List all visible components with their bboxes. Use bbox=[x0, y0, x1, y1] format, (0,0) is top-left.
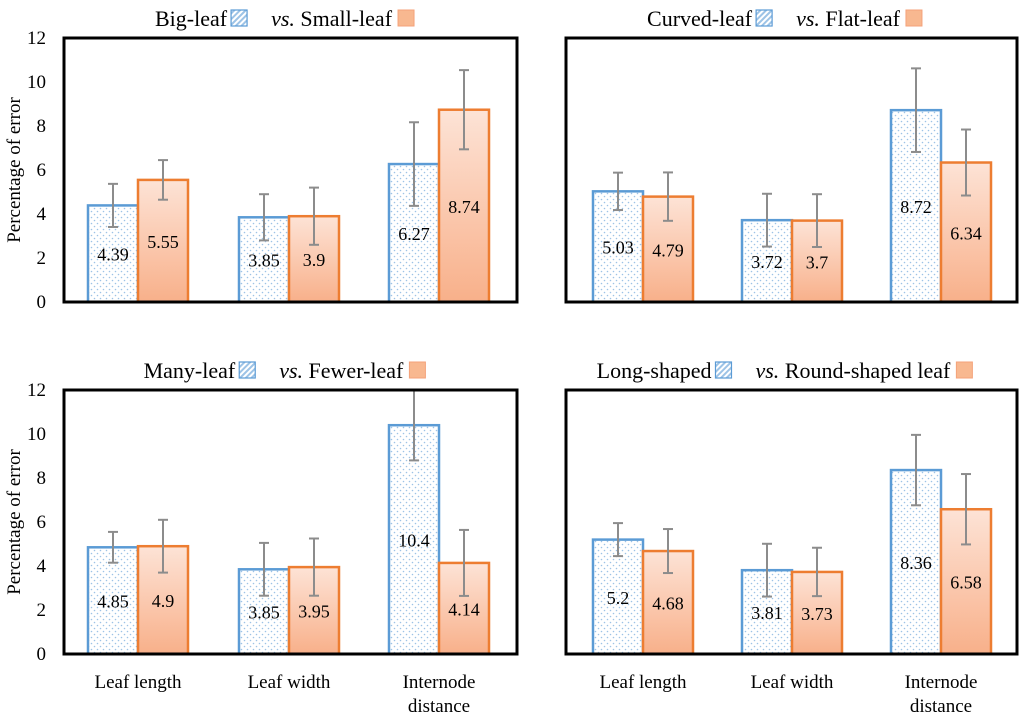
data-label: 3.7 bbox=[806, 252, 829, 272]
data-label: 8.74 bbox=[448, 197, 480, 217]
y-tick-label: 12 bbox=[27, 380, 46, 401]
chart-title: Big-leaf vs. Small-leaf bbox=[155, 6, 425, 31]
data-label: 8.36 bbox=[900, 553, 932, 573]
title-series-a: Many-leaf bbox=[144, 358, 236, 383]
title-series-b: Round-shaped leaf bbox=[779, 358, 951, 383]
bar-series-a bbox=[387, 423, 441, 656]
x-tick-label: Leaf length bbox=[94, 672, 182, 693]
legend-swatch-series-b bbox=[397, 9, 415, 27]
title-vs: vs. bbox=[271, 6, 295, 31]
legend-swatch-series-a bbox=[238, 361, 256, 379]
data-label: 5.55 bbox=[147, 232, 179, 252]
y-axis-label: Percentage of error bbox=[4, 97, 25, 243]
legend-swatch-series-b bbox=[955, 361, 973, 379]
chart-title: Curved-leaf vs. Flat-leaf bbox=[647, 6, 933, 31]
x-tick-label: distance bbox=[910, 696, 972, 717]
x-tick-label: Leaf width bbox=[751, 672, 834, 693]
y-tick-label: 2 bbox=[37, 248, 47, 269]
y-tick-label: 12 bbox=[27, 28, 46, 49]
legend-swatch-series-b bbox=[408, 361, 426, 379]
title-vs: vs. bbox=[755, 358, 779, 383]
plot-frame bbox=[564, 36, 1019, 304]
bar-series-a bbox=[591, 538, 645, 656]
data-label: 6.27 bbox=[398, 224, 430, 244]
plot-frame bbox=[62, 36, 519, 304]
title-series-a: Long-shaped bbox=[597, 358, 712, 383]
x-tick-label: Leaf width bbox=[248, 672, 331, 693]
data-label: 3.85 bbox=[248, 603, 280, 623]
data-label: 3.72 bbox=[751, 252, 783, 272]
chart-title: Many-leaf vs. Fewer-leaf bbox=[144, 358, 437, 383]
y-tick-label: 8 bbox=[37, 116, 47, 137]
data-label: 4.14 bbox=[448, 599, 480, 619]
data-label: 10.4 bbox=[398, 531, 430, 551]
legend-swatch-series-b bbox=[905, 9, 923, 27]
data-label: 8.72 bbox=[900, 197, 932, 217]
data-label: 3.9 bbox=[303, 250, 326, 270]
data-label: 3.73 bbox=[801, 604, 833, 624]
y-tick-label: 10 bbox=[27, 72, 46, 93]
data-label: 4.85 bbox=[97, 592, 129, 612]
plot-frame bbox=[62, 388, 519, 656]
y-tick-label: 4 bbox=[37, 204, 47, 225]
legend-swatch-series-a bbox=[714, 361, 733, 379]
title-vs: vs. bbox=[279, 358, 303, 383]
x-tick-label: Internode bbox=[403, 672, 476, 693]
y-tick-label: 6 bbox=[37, 512, 47, 533]
title-series-a: Curved-leaf bbox=[647, 6, 753, 31]
x-tick-label: Leaf length bbox=[599, 672, 687, 693]
chart-panel-3: Many-leaf vs. Fewer-leaf 0 2 4 6 8 10 12 Percen… bbox=[4, 358, 519, 717]
data-label: 3.85 bbox=[248, 251, 280, 271]
y-tick-label: 8 bbox=[37, 468, 47, 489]
y-tick-label: 0 bbox=[37, 644, 47, 665]
plot-frame bbox=[564, 388, 1019, 656]
bar-series-a bbox=[889, 108, 943, 304]
y-tick-label: 4 bbox=[37, 556, 47, 577]
data-label: 6.34 bbox=[950, 223, 982, 243]
data-label: 3.81 bbox=[751, 603, 783, 623]
title-series-b: Small-leaf bbox=[295, 6, 393, 31]
data-label: 4.79 bbox=[652, 240, 684, 260]
data-label: 3.95 bbox=[298, 602, 330, 622]
chart-title: Long-shaped vs. Round-shaped leaf bbox=[597, 358, 984, 383]
y-tick-label: 6 bbox=[37, 160, 47, 181]
title-series-a: Big-leaf bbox=[155, 6, 228, 31]
data-label: 4.9 bbox=[152, 591, 175, 611]
legend-swatch-series-a bbox=[755, 9, 773, 27]
title-series-b: Flat-leaf bbox=[820, 6, 901, 31]
data-label: 4.39 bbox=[97, 245, 129, 265]
x-tick-label: Internode bbox=[905, 672, 978, 693]
chart-panel-1: Big-leaf vs. Small-leaf 0 2 4 6 8 10 12 Percent… bbox=[4, 6, 519, 313]
data-label: 6.58 bbox=[950, 573, 982, 593]
data-label: 5.03 bbox=[602, 238, 634, 258]
x-tick-label: distance bbox=[408, 696, 470, 717]
data-label: 4.68 bbox=[652, 594, 684, 614]
y-tick-label: 0 bbox=[37, 292, 47, 313]
title-vs: vs. bbox=[796, 6, 820, 31]
legend-swatch-series-a bbox=[230, 9, 248, 27]
title-series-b: Fewer-leaf bbox=[303, 358, 404, 383]
y-tick-label: 2 bbox=[37, 600, 47, 621]
chart-panel-4: Long-shaped vs. Round-shaped leaf 5.2 4.6… bbox=[564, 358, 1019, 717]
data-label: 5.2 bbox=[607, 588, 630, 608]
y-tick-label: 10 bbox=[27, 424, 46, 445]
y-axis-label: Percentage of error bbox=[4, 449, 25, 595]
chart-panel-2: Curved-leaf vs. Flat-leaf 5.03 4.79 3.72 3.… bbox=[564, 6, 1019, 304]
